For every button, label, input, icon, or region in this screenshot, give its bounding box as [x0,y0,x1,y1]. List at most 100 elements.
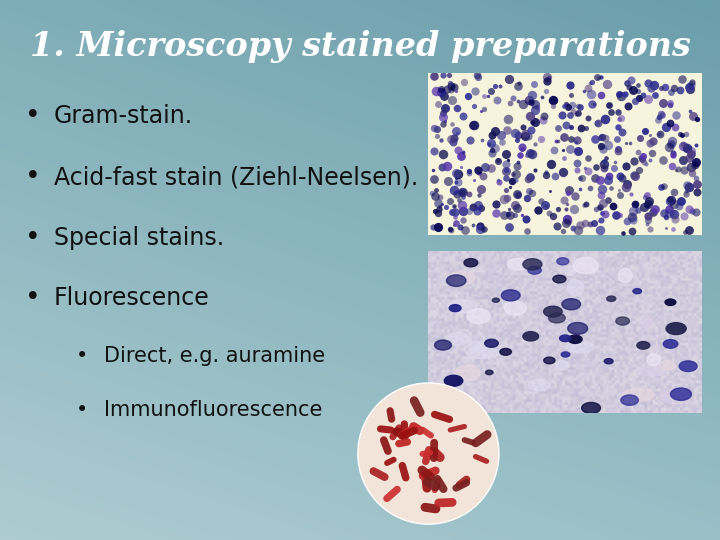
Point [654,130,665,138]
Point [572,146,583,155]
Point [666,207,678,216]
Point [529,106,541,114]
Point [637,152,649,160]
Point [594,217,606,226]
Point [541,72,553,81]
Point [675,129,686,138]
Point [642,94,654,103]
Point [649,81,660,90]
Point [642,216,654,225]
Point [451,174,462,183]
Point [486,146,498,154]
Circle shape [633,289,642,294]
Point [430,192,441,201]
Point [613,90,625,98]
Point [449,213,461,221]
Point [582,83,593,92]
Point [659,83,670,91]
Point [507,94,518,103]
Point [538,112,549,120]
Point [560,205,572,214]
Point [429,207,441,215]
Point [619,90,631,98]
Point [685,143,696,151]
Point [451,127,462,136]
Point [562,103,574,111]
Circle shape [567,322,588,334]
Point [456,201,468,210]
Point [582,113,593,122]
Point [444,79,456,87]
Point [503,205,515,214]
Ellipse shape [647,354,660,366]
Point [469,86,480,95]
Point [450,168,462,177]
Point [562,215,573,224]
Point [582,154,594,163]
Point [680,227,691,236]
Point [667,225,679,233]
Point [669,123,680,131]
Point [680,186,692,195]
Point [667,148,678,157]
Point [684,85,696,93]
Point [526,90,538,99]
Point [572,159,583,167]
Point [628,171,639,180]
Point [525,97,536,106]
Point [586,100,598,109]
Point [670,110,682,119]
Ellipse shape [618,268,632,282]
Point [446,207,458,216]
Point [522,174,534,183]
Point [642,79,654,87]
Point [526,149,537,158]
Point [603,172,615,181]
Point [519,132,531,140]
Point [489,82,500,90]
Point [504,99,516,107]
Point [510,201,521,210]
Point [487,149,498,158]
Point [502,115,513,124]
Point [510,176,522,185]
Point [617,228,629,237]
Point [483,139,495,148]
Point [621,78,632,87]
Point [522,132,534,140]
Point [512,158,523,166]
Point [603,176,614,185]
Point [590,163,602,172]
Point [509,211,521,220]
Point [665,140,677,149]
Point [626,227,638,235]
Point [566,134,577,143]
Point [435,85,446,93]
Point [687,78,698,87]
Point [632,206,644,214]
Point [438,71,449,79]
Point [570,110,582,119]
Point [588,100,600,109]
Point [433,205,445,213]
Point [536,196,547,205]
Point [469,102,480,111]
Ellipse shape [660,360,676,370]
Point [539,201,551,210]
Text: Special stains.: Special stains. [54,226,224,249]
Point [585,90,597,98]
Point [621,180,633,188]
Point [612,106,624,115]
Point [457,207,469,215]
Point [474,225,486,233]
Point [666,137,678,145]
Point [642,191,653,199]
Ellipse shape [448,300,477,313]
Point [504,211,516,219]
Ellipse shape [564,266,576,275]
Point [661,212,672,221]
Point [432,209,444,218]
Ellipse shape [622,389,654,402]
Circle shape [485,370,493,375]
Point [530,117,541,126]
